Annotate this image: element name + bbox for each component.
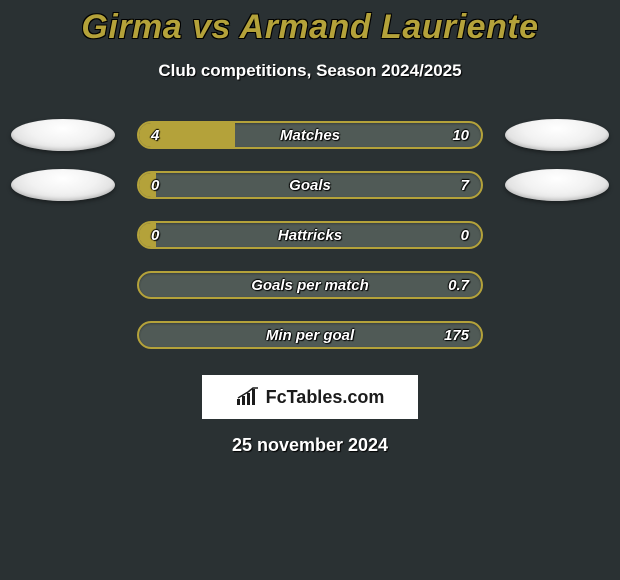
stat-bar: Min per goal175 xyxy=(137,321,483,349)
stat-row: Goals per match0.7 xyxy=(0,269,620,301)
stat-right-value: 7 xyxy=(461,173,469,197)
stat-label: Hattricks xyxy=(139,223,481,247)
stat-label: Goals xyxy=(139,173,481,197)
stat-label: Goals per match xyxy=(139,273,481,297)
stat-bar: Hattricks0 0 xyxy=(137,221,483,249)
stat-left-value: 0 xyxy=(151,173,159,197)
chart-icon xyxy=(236,387,260,407)
stat-left-value: 0 xyxy=(151,223,159,247)
stat-right-value: 0.7 xyxy=(448,273,469,297)
stat-right-value: 10 xyxy=(452,123,469,147)
player-right-avatar xyxy=(505,169,609,201)
stat-bar: Matches4 10 xyxy=(137,121,483,149)
page-subtitle: Club competitions, Season 2024/2025 xyxy=(0,61,620,81)
stat-label: Min per goal xyxy=(139,323,481,347)
stat-right-value: 0 xyxy=(461,223,469,247)
player-left-avatar xyxy=(11,169,115,201)
comparison-container: Girma vs Armand Lauriente Club competiti… xyxy=(0,0,620,456)
stat-row: Hattricks0 0 xyxy=(0,219,620,251)
page-title: Girma vs Armand Lauriente xyxy=(0,8,620,47)
brand-logo: FcTables.com xyxy=(202,375,418,419)
stat-row: Min per goal175 xyxy=(0,319,620,351)
stat-row: Goals0 7 xyxy=(0,169,620,201)
brand-text: FcTables.com xyxy=(266,387,385,408)
stat-right-value: 175 xyxy=(444,323,469,347)
footer-date: 25 november 2024 xyxy=(0,435,620,456)
stat-bar: Goals per match0.7 xyxy=(137,271,483,299)
player-right-avatar xyxy=(505,119,609,151)
stat-bar: Goals0 7 xyxy=(137,171,483,199)
player-left-avatar xyxy=(11,119,115,151)
stat-row: Matches4 10 xyxy=(0,119,620,151)
stat-left-value: 4 xyxy=(151,123,159,147)
stat-label: Matches xyxy=(139,123,481,147)
stat-rows: Matches410Goals07Hattricks00Goals per ma… xyxy=(0,119,620,351)
